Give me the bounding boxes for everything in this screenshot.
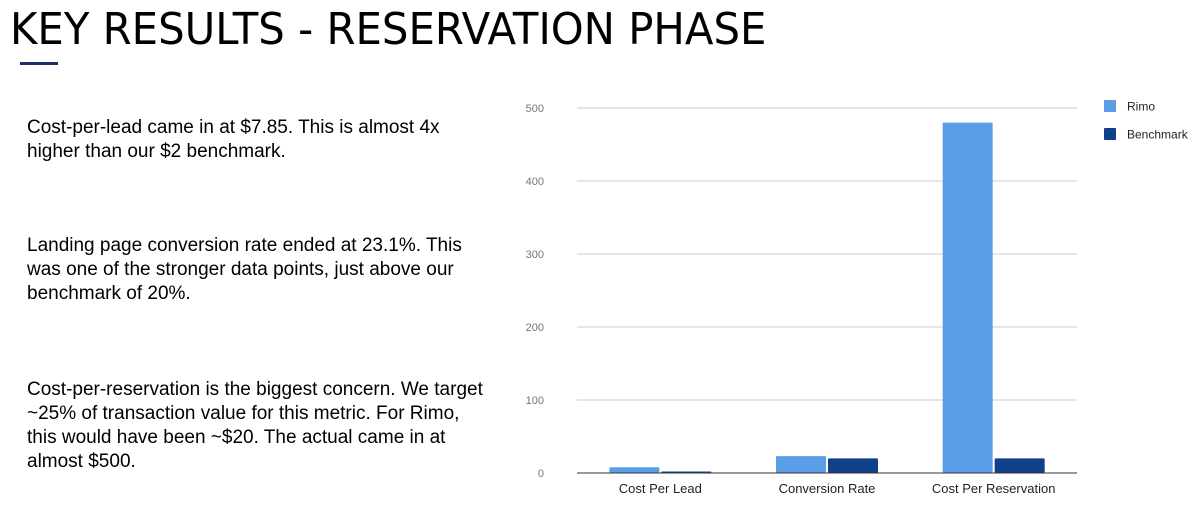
- bar-benchmark-2: [994, 458, 1045, 473]
- legend-label-benchmark: Benchmark: [1127, 128, 1189, 142]
- paragraph-cost-per-lead: Cost-per-lead came in at $7.85. This is …: [27, 117, 440, 162]
- x-tick-label-1: Conversion Rate: [779, 481, 876, 496]
- paragraph-conversion-rate: Landing page conversion rate ended at 23…: [27, 235, 462, 304]
- bar-chart: 0 100 200 300 400 500 Cost Per Lead Conversion …: [500, 90, 1200, 515]
- y-tick-label-0: 0: [538, 468, 544, 480]
- slide-title: KEY RESULTS - RESERVATION PHASE: [10, 4, 767, 55]
- y-tick-label-400: 400: [526, 176, 544, 188]
- y-tick-label-100: 100: [526, 395, 544, 407]
- bar-rimo-2: [942, 122, 993, 473]
- y-tick-label-300: 300: [526, 249, 544, 261]
- legend-swatch-benchmark: [1104, 128, 1116, 140]
- paragraph-cost-per-reservation: Cost-per-reservation is the biggest conc…: [27, 379, 483, 472]
- bar-rimo-0: [609, 467, 660, 473]
- bar-benchmark-1: [828, 458, 878, 473]
- bar-rimo-1: [776, 456, 826, 473]
- x-tick-label-2: Cost Per Reservation: [932, 481, 1056, 496]
- bar-chart-svg: 0 100 200 300 400 500 Cost Per Lead Conversion …: [526, 100, 1189, 497]
- y-tick-label-500: 500: [526, 103, 544, 115]
- legend-label-rimo: Rimo: [1127, 100, 1155, 114]
- title-accent-rule: [20, 62, 58, 65]
- x-tick-label-0: Cost Per Lead: [619, 481, 702, 496]
- y-tick-label-200: 200: [526, 322, 544, 334]
- legend-swatch-rimo: [1104, 100, 1116, 112]
